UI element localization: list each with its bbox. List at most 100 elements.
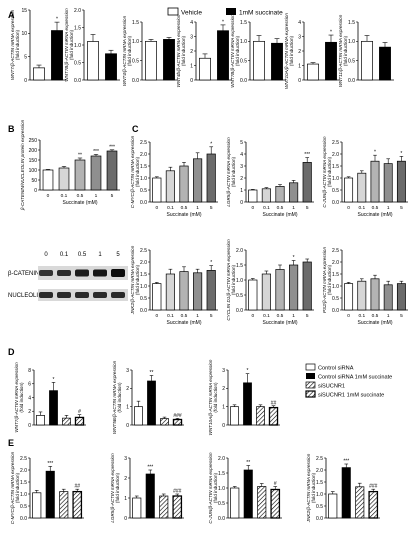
bar-16-3 <box>268 406 279 426</box>
bar-20-1 <box>341 467 351 519</box>
y-tick-label-5-0: 0 <box>298 78 301 84</box>
bar-2-1 <box>163 39 175 81</box>
y-axis-sublabel-5: (fold induction) <box>289 35 294 66</box>
y-tick-label-3-2: 2 <box>190 49 193 55</box>
x-tick-label-10-1: 0.1 <box>358 205 365 211</box>
significance-mark-20-3: ### <box>369 484 378 490</box>
bar-13-1 <box>357 280 367 311</box>
y-tick-label-15-2: 2 <box>126 386 129 392</box>
y-tick-label-16-1: 1 <box>222 404 225 410</box>
y-tick-label-15-0: 0 <box>126 423 129 429</box>
blot-row-label-catenin: β-CATENIN <box>8 271 39 277</box>
y-tick-label-5-4: 4 <box>298 20 301 26</box>
bar-12-4 <box>302 261 312 311</box>
x-tick-label-12-3: 1 <box>292 313 295 319</box>
y-axis-sublabel-14: (fold induction) <box>19 382 24 413</box>
y-axis-label-1: WNT7B/β-ACTIN mRNA expression <box>64 8 69 82</box>
significance-mark-10-4: * <box>400 151 402 157</box>
chart-15: 0 1 2 3 WNT5B/β-ACTIN mRNA expression (fold i… <box>112 360 184 434</box>
y-axis-sublabel-20: (fold induction) <box>311 472 316 503</box>
chart-2: 0.0 0.5 1.0 1.5 WNT4/β-ACTIN mRNA expression… <box>122 15 178 86</box>
panel-label-e: E <box>8 438 14 448</box>
chart-20: 0.0 0.5 1.0 1.5 2.0 2.5 JNK2/β-ACTIN mRNA expr… <box>306 453 380 523</box>
y-tick-label-14-0: 0 <box>28 423 31 429</box>
y-tick-label-12-2: 1.0 <box>236 278 243 284</box>
y-tick-label-10-3: 1.5 <box>332 164 339 170</box>
significance-mark-7-2: ** <box>78 153 82 159</box>
y-tick-label-20-1: 0.5 <box>316 504 323 510</box>
x-tick-label-7-2: 0.5 <box>77 193 84 199</box>
y-tick-label-9-0: 0 <box>240 200 243 206</box>
x-tick-label-8-1: 0.1 <box>167 205 174 211</box>
x-tick-label-11-2: 0.5 <box>181 313 188 319</box>
legend-succinate-label: 1mM succinate <box>239 10 283 17</box>
y-tick-label-10-5: 2.5 <box>332 140 339 146</box>
y-tick-label-12-4: 2.0 <box>236 248 243 254</box>
y-axis-sublabel-11: (fold induction) <box>135 264 140 295</box>
bar-7-0 <box>42 169 54 191</box>
panel-label-c: C <box>132 124 139 134</box>
x-axis-label-13: Succinate (mM) <box>357 320 392 326</box>
y-tick-label-17-4: 2.0 <box>20 468 27 474</box>
y-tick-label-8-4: 2.0 <box>140 152 147 158</box>
y-tick-label-8-2: 1.0 <box>140 176 147 182</box>
bar-15-2 <box>160 418 169 426</box>
y-tick-label-5-3: 3 <box>298 34 301 40</box>
x-tick-label-8-0: 0 <box>155 205 158 211</box>
bar-5-0 <box>307 63 319 81</box>
bar-13-3 <box>383 284 393 311</box>
chart-11: 0.0 0.5 1.0 1.5 2.0 2.5 JNK2/β-ACTIN mRNA expr… <box>130 245 218 326</box>
x-tick-label-9-4: 5 <box>306 205 309 211</box>
y-axis-sublabel-8: (fold induction) <box>135 156 140 187</box>
significance-mark-17-3: ## <box>74 484 80 490</box>
bar-8-4 <box>206 153 216 203</box>
y-tick-label-20-0: 0.0 <box>316 516 323 522</box>
y-tick-label-19-3: 1.5 <box>218 471 225 477</box>
y-axis-sublabel-16: (fold induction) <box>213 382 218 413</box>
bar-10-4 <box>396 160 406 203</box>
bar-7-2 <box>74 159 86 191</box>
y-tick-label-11-2: 1.0 <box>140 284 147 290</box>
significance-mark-19-1: ** <box>246 460 250 466</box>
significance-mark-0-1: * <box>56 17 58 23</box>
y-tick-label-11-4: 2.0 <box>140 260 147 266</box>
y-axis-label-9: LGR5/β-ACTIN mRNA expression <box>226 137 231 207</box>
bar-19-2 <box>257 486 267 519</box>
y-tick-label-14-4: 8 <box>28 368 31 374</box>
y-axis-label-2: WNT4/β-ACTIN mRNA expression <box>122 15 127 86</box>
y-tick-label-0-1: 5 <box>24 54 27 60</box>
blot-band-catenin-4 <box>111 269 125 277</box>
significance-mark-15-1: ** <box>150 370 154 376</box>
x-tick-label-11-1: 0.1 <box>167 313 174 319</box>
x-tick-label-7-1: 0.1 <box>61 193 68 199</box>
blot-band-catenin-0 <box>39 270 53 276</box>
y-axis-label-11: JNK2/β-ACTIN mRNA expression <box>130 245 135 315</box>
y-tick-label-10-2: 1.0 <box>332 176 339 182</box>
y-tick-label-1-3: 1.5 <box>74 25 81 31</box>
bar-15-0 <box>134 406 143 426</box>
bar-1-1 <box>105 53 117 81</box>
bar-8-2 <box>179 165 189 203</box>
bar-20-2 <box>355 486 365 519</box>
y-axis-label-20: JNK2/β-ACTIN mRNA expression <box>306 453 311 523</box>
x-tick-label-13-3: 1 <box>387 313 390 319</box>
blot-band-nucleolin-3 <box>93 292 107 298</box>
y-tick-label-8-1: 0.5 <box>140 188 147 194</box>
y-tick-label-3-3: 3 <box>190 34 193 40</box>
y-tick-label-20-4: 2.0 <box>316 468 323 474</box>
y-axis-label-17: C-MYC/β-ACTIN mRNA expression <box>10 451 15 524</box>
significance-mark-10-2: * <box>374 150 376 156</box>
y-tick-label-20-2: 1.0 <box>316 492 323 498</box>
significance-mark-5-1: * <box>330 30 332 36</box>
bar-11-1 <box>165 273 175 311</box>
y-tick-label-13-2: 1.0 <box>332 284 339 290</box>
bar-8-1 <box>165 170 175 203</box>
y-tick-label-3-1: 1 <box>190 63 193 69</box>
bar-18-0 <box>132 497 142 519</box>
bar-14-3 <box>74 416 85 426</box>
y-tick-label-8-3: 1.5 <box>140 164 147 170</box>
legend-d-label-0: Control siRNA <box>318 366 354 372</box>
y-tick-label-4-0: 0.0 <box>240 78 247 84</box>
blot-band-nucleolin-1 <box>57 292 71 298</box>
